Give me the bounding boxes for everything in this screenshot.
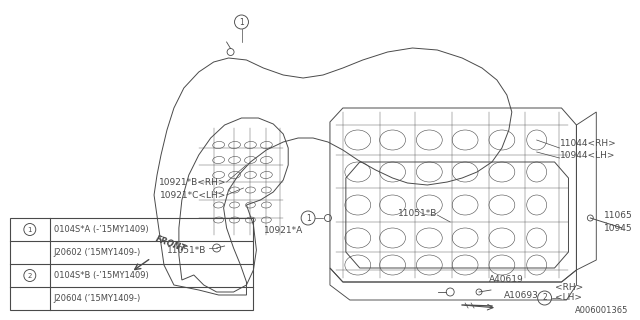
Text: A10693: A10693 (504, 291, 539, 300)
Text: J20604 (’15MY1409-): J20604 (’15MY1409-) (54, 294, 141, 303)
Text: J20602 (’15MY1409-): J20602 (’15MY1409-) (54, 248, 141, 257)
Text: 11044<RH>: 11044<RH> (559, 139, 616, 148)
Text: FRONT: FRONT (154, 235, 188, 254)
Text: 10945: 10945 (604, 223, 633, 233)
Text: 2: 2 (28, 273, 32, 278)
Text: 10921*C<LH>: 10921*C<LH> (160, 190, 227, 199)
Text: 11051*B: 11051*B (167, 245, 207, 254)
Bar (10, 218, 253, 310)
Text: 1: 1 (239, 18, 244, 27)
Text: 0104S*B (-’15MY1409): 0104S*B (-’15MY1409) (54, 271, 148, 280)
Text: 1: 1 (28, 227, 32, 233)
Text: 0104S*A (-’15MY1409): 0104S*A (-’15MY1409) (54, 225, 148, 234)
Text: A006001365: A006001365 (575, 306, 628, 315)
Text: <LH>: <LH> (554, 293, 582, 302)
Text: A40619: A40619 (489, 276, 524, 284)
Text: 2: 2 (542, 293, 547, 302)
Text: 10921*A: 10921*A (264, 226, 303, 235)
Text: 1: 1 (306, 213, 310, 222)
Text: <RH>: <RH> (554, 284, 583, 292)
Text: 10921*B<RH>: 10921*B<RH> (159, 178, 227, 187)
Text: 11051*B: 11051*B (398, 209, 437, 218)
Text: 10944<LH>: 10944<LH> (559, 150, 615, 159)
Text: 11065: 11065 (604, 211, 633, 220)
